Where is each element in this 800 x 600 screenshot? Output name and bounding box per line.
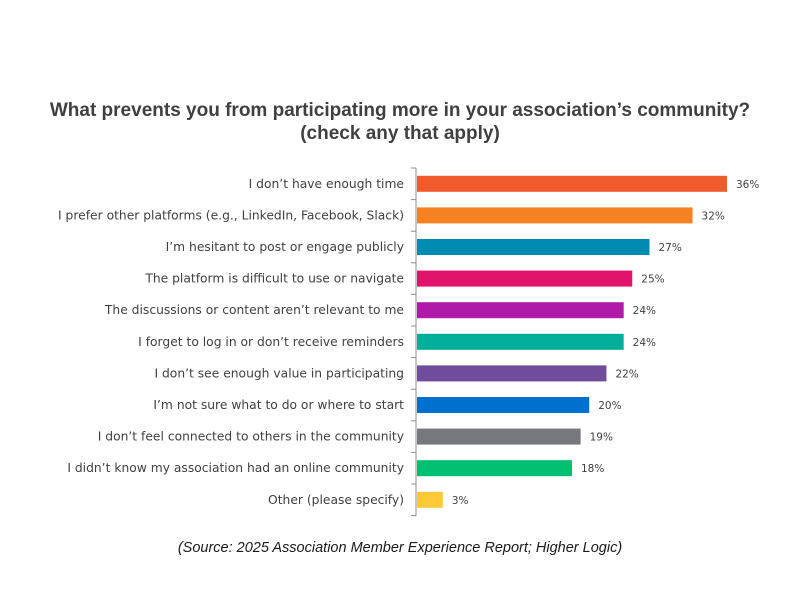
data-label: 25% <box>641 274 664 286</box>
category-label: I don’t feel connected to others in the … <box>98 430 404 444</box>
bar <box>417 428 581 445</box>
data-label: 27% <box>659 242 682 254</box>
data-label: 22% <box>615 368 638 380</box>
data-label: 3% <box>452 495 469 507</box>
chart-subtitle: (check any that apply) <box>300 123 500 144</box>
source-note: (Source: 2025 Association Member Experie… <box>177 540 623 556</box>
data-label: 20% <box>598 400 621 412</box>
chart-title-line: What prevents you from participating mor… <box>49 100 751 121</box>
chart-title: What prevents you from participating mor… <box>0 99 800 145</box>
category-label: I don’t have enough time <box>249 177 404 191</box>
category-label: The platform is difficult to use or navi… <box>144 272 404 286</box>
category-label: I prefer other platforms (e.g., LinkedIn… <box>58 208 404 222</box>
category-label: The discussions or content aren’t releva… <box>104 303 404 317</box>
data-label: 32% <box>702 210 725 222</box>
data-label: 24% <box>633 305 656 317</box>
data-label: 36% <box>736 179 759 191</box>
category-label: I don’t see enough value in participatin… <box>154 366 404 380</box>
bar <box>417 270 633 287</box>
bar <box>417 491 443 508</box>
category-label: I’m not sure what to do or where to star… <box>153 398 404 412</box>
bar <box>417 302 624 319</box>
category-label: I’m hesitant to post or engage publicly <box>166 240 404 254</box>
data-label: 19% <box>590 432 613 444</box>
bar <box>417 365 607 382</box>
data-label: 18% <box>581 463 604 475</box>
bar <box>417 333 624 350</box>
bar <box>417 239 650 255</box>
category-label: Other (please specify) <box>268 493 404 507</box>
bar <box>417 207 693 224</box>
bar <box>417 460 572 477</box>
bar <box>417 397 590 413</box>
bar <box>417 175 727 192</box>
category-label: I didn’t know my association had an onli… <box>67 461 404 475</box>
data-label: 24% <box>633 337 656 349</box>
category-label: I forget to log in or don’t receive remi… <box>138 335 404 349</box>
